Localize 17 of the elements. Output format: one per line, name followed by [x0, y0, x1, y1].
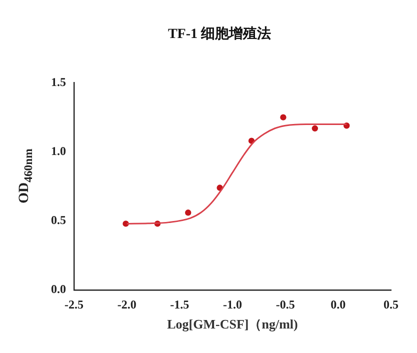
x-tick-label: -0.5: [276, 297, 295, 312]
x-tick-label: -1.0: [223, 297, 242, 312]
point: [280, 114, 286, 120]
x-tick-label: 0.5: [384, 297, 398, 312]
x-tick-label: -2.5: [64, 297, 84, 312]
y-tick-label: 0.5: [51, 213, 66, 228]
x-axis-title: Log[GM-CSF]（ng/ml): [167, 316, 298, 332]
chart-title: TF-1 细胞增殖法: [168, 26, 272, 42]
x-tick-label: -2.0: [117, 297, 136, 312]
point: [122, 220, 129, 227]
point: [312, 125, 318, 132]
x-tick-label: -1.5: [170, 297, 190, 312]
y-tick-label: 0.0: [51, 282, 66, 296]
y-tick-label: 1.0: [51, 144, 66, 158]
point: [185, 210, 192, 216]
y-tick-label: 1.5: [51, 74, 66, 89]
x-tick-label: 0.0: [330, 297, 346, 312]
